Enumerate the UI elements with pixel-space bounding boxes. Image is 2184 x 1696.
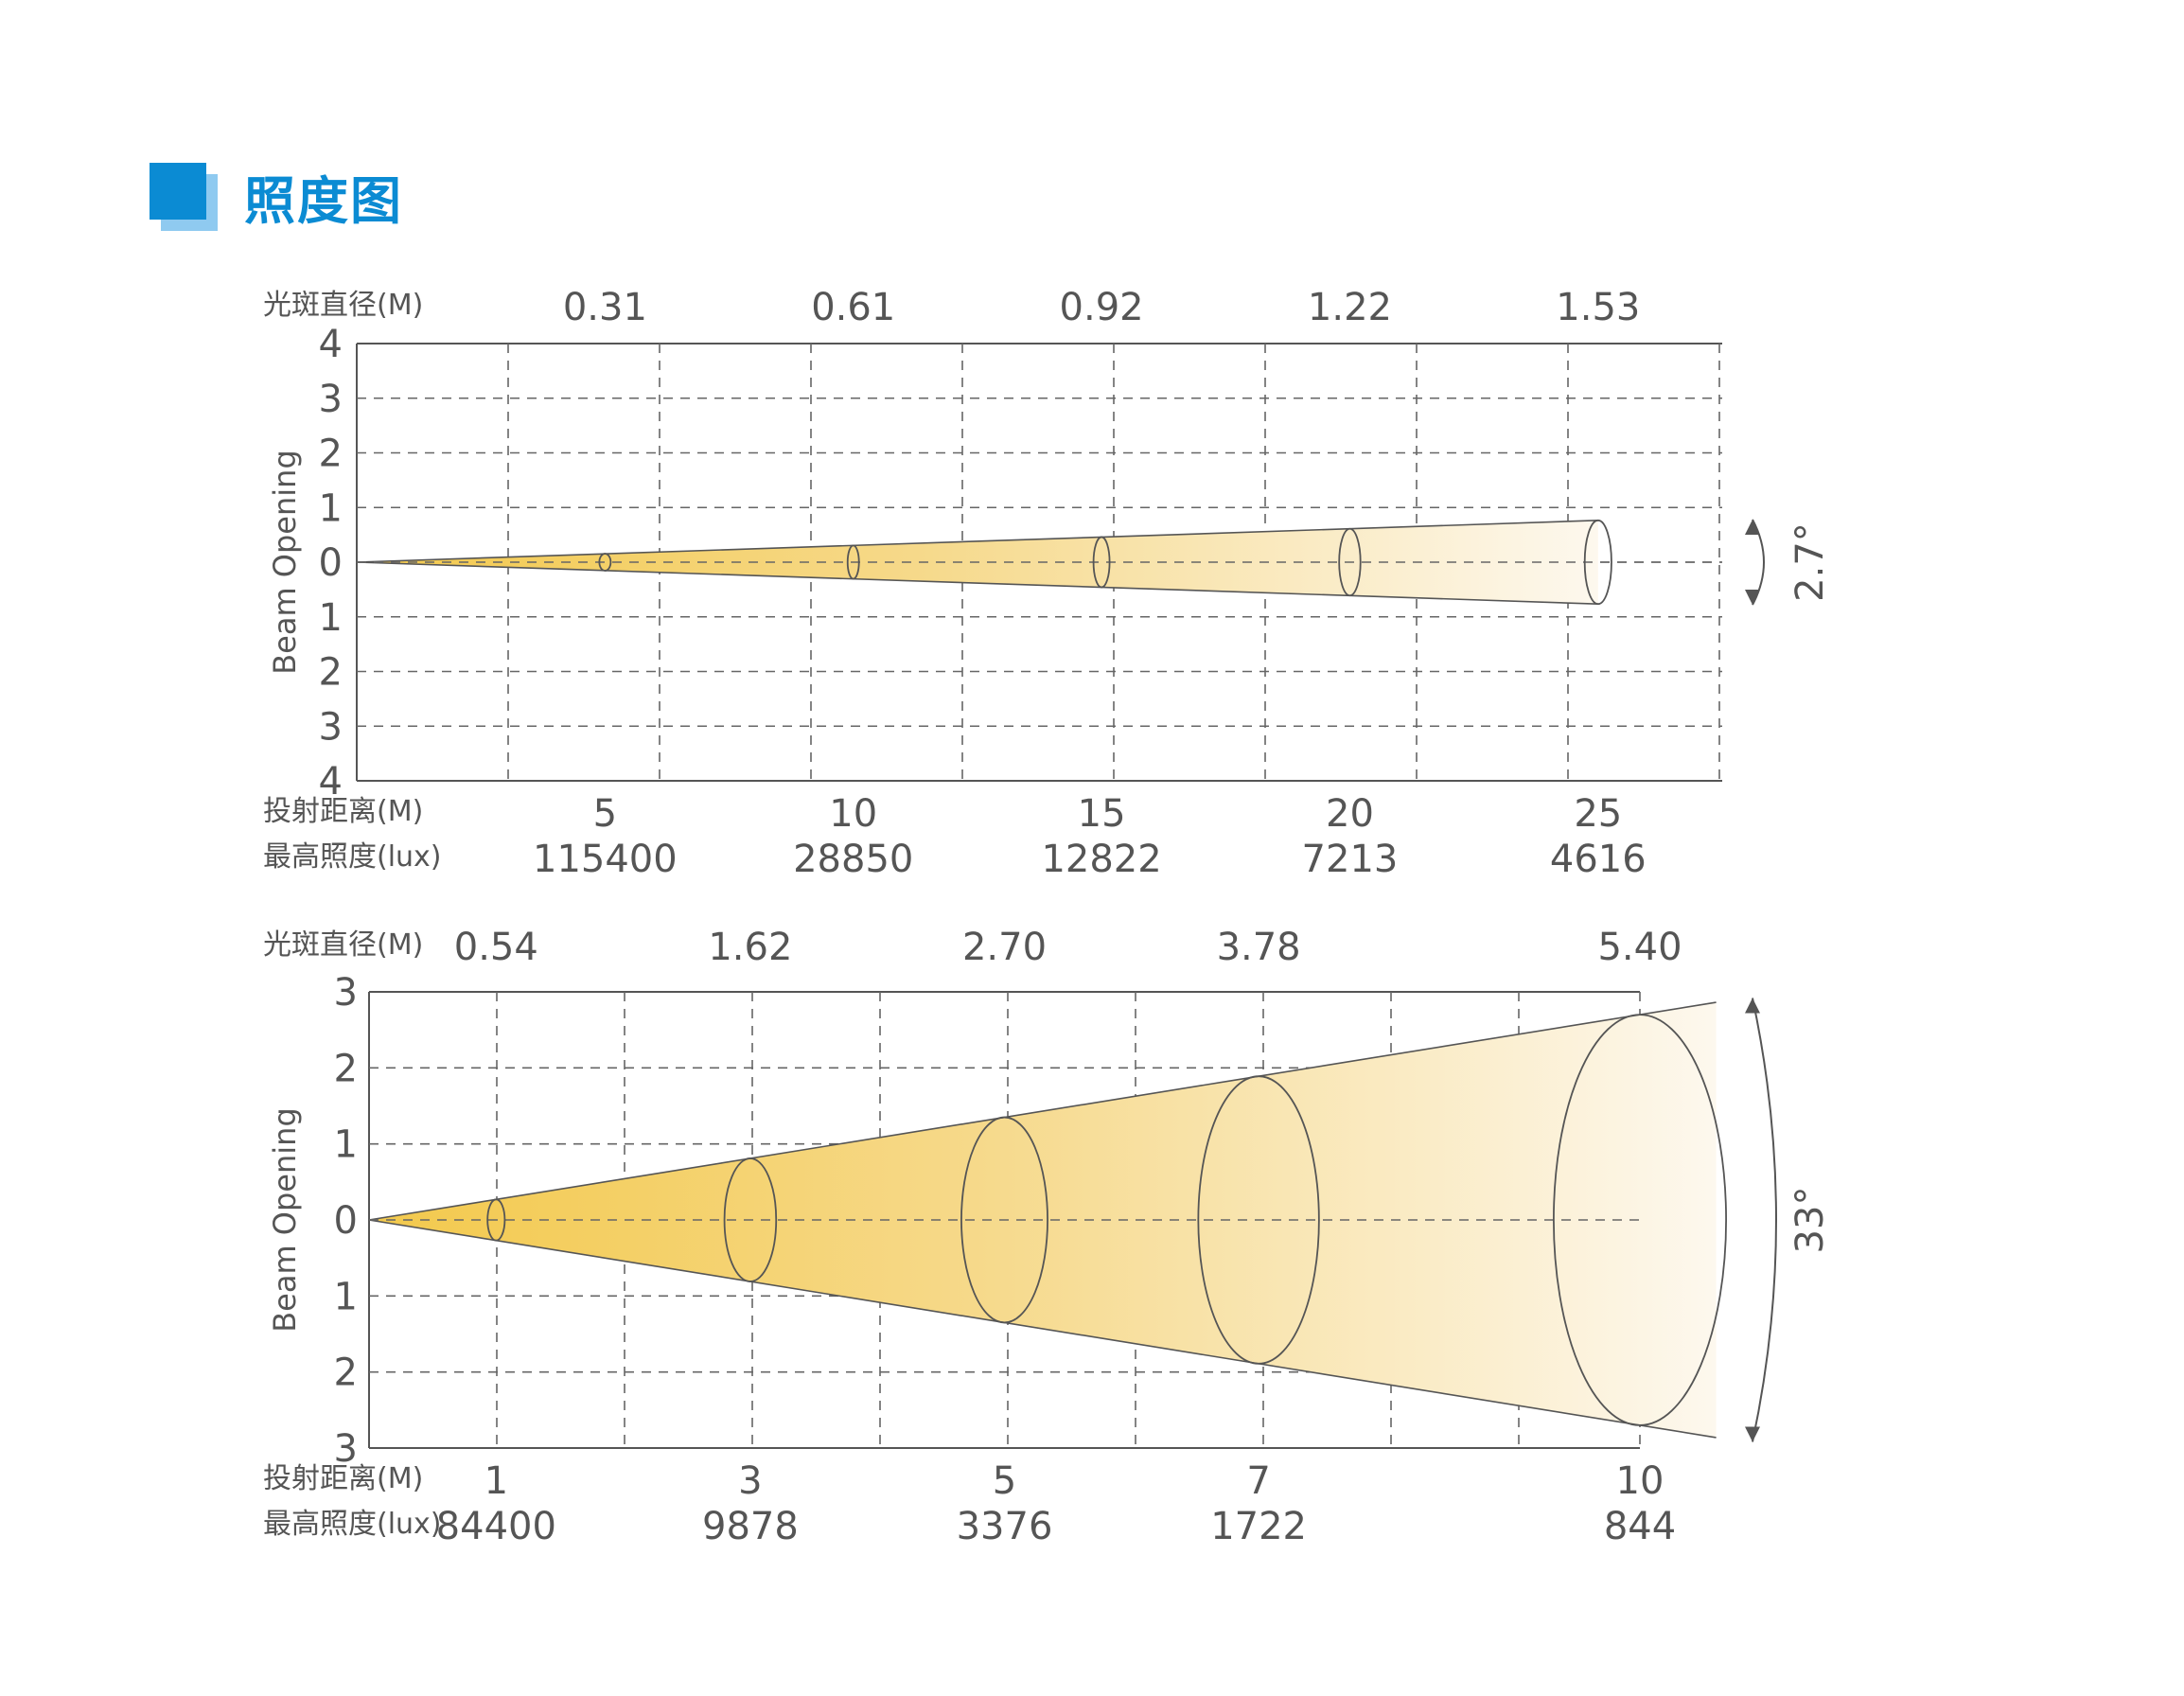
y-tick-label: 2 xyxy=(319,433,343,476)
row-value: 1.22 xyxy=(1308,286,1392,329)
row-value: 0.54 xyxy=(454,926,538,969)
beam-spot-ellipse xyxy=(846,544,860,580)
beam-spot-ellipse xyxy=(1338,527,1362,597)
beam-angle-label: 33° xyxy=(1788,1187,1832,1254)
beam-spot-ellipse xyxy=(1553,1014,1727,1426)
page-title: 照度图 xyxy=(244,171,403,231)
row-value: 28850 xyxy=(793,838,913,881)
row-value: 0.61 xyxy=(811,286,895,329)
beam-spot-ellipse xyxy=(1583,519,1612,606)
row-value: 7 xyxy=(1246,1459,1270,1503)
row-value: 5 xyxy=(993,1459,1016,1503)
row-value: 15 xyxy=(1078,792,1126,836)
row-value: 84400 xyxy=(436,1505,556,1548)
row-value: 4616 xyxy=(1550,838,1647,881)
row-value: 0.92 xyxy=(1060,286,1144,329)
beam-spot-ellipse xyxy=(723,1157,778,1282)
row-value: 12822 xyxy=(1041,838,1161,881)
row-value: 5 xyxy=(593,792,617,836)
beam-spot-ellipse xyxy=(598,553,612,572)
row-label: 光斑直径(M) xyxy=(263,928,423,962)
row-value: 844 xyxy=(1604,1505,1676,1548)
row-value: 3 xyxy=(738,1459,762,1503)
row-value: 1.62 xyxy=(708,926,792,969)
y-tick-label: 1 xyxy=(334,1123,358,1167)
arrowhead-up-icon xyxy=(1745,998,1760,1014)
row-value: 9878 xyxy=(702,1505,799,1548)
row-value: 7213 xyxy=(1302,838,1399,881)
row-label: 最高照度(lux) xyxy=(263,840,442,874)
row-value: 10 xyxy=(829,792,877,836)
beam-edge-lower xyxy=(356,561,1598,605)
arrowhead-down-icon xyxy=(1745,590,1760,606)
y-tick-label: 3 xyxy=(334,1427,358,1471)
row-value: 115400 xyxy=(533,838,678,881)
row-value: 1 xyxy=(484,1459,508,1503)
y-tick-label: 1 xyxy=(319,486,343,530)
y-tick-label: 4 xyxy=(319,323,343,366)
y-tick-label: 2 xyxy=(319,651,343,695)
beam-angle-arc xyxy=(1752,998,1777,1442)
y-tick-label: 3 xyxy=(334,971,358,1015)
beam-edge-upper xyxy=(356,520,1598,563)
row-label: 投射距离(M) xyxy=(263,1462,423,1495)
row-value: 3.78 xyxy=(1217,926,1301,969)
row-value: 20 xyxy=(1326,792,1374,836)
y-tick-label: 3 xyxy=(319,378,343,421)
row-label: 光斑直径(M) xyxy=(263,289,423,322)
beam-edge-upper xyxy=(368,1001,1717,1221)
row-value: 1722 xyxy=(1210,1505,1307,1548)
row-value: 10 xyxy=(1616,1459,1664,1503)
beam-spot-ellipse xyxy=(960,1116,1048,1324)
y-tick-label: 3 xyxy=(319,705,343,749)
y-tick-label: 1 xyxy=(334,1275,358,1318)
y-tick-label: 0 xyxy=(334,1199,358,1243)
row-label: 最高照度(lux) xyxy=(263,1508,442,1541)
row-value: 0.31 xyxy=(563,286,647,329)
beam-spot-ellipse xyxy=(486,1198,506,1242)
beam-spot-ellipse xyxy=(1197,1075,1320,1365)
beam-spot-ellipse xyxy=(1092,536,1111,589)
row-value: 3376 xyxy=(957,1505,1053,1548)
beam-angle-label: 2.7° xyxy=(1788,522,1832,602)
y-tick-label: 1 xyxy=(319,596,343,640)
row-value: 5.40 xyxy=(1597,926,1682,969)
y-tick-label: 2 xyxy=(334,1352,358,1395)
y-tick-label: 4 xyxy=(319,760,343,804)
arrowhead-down-icon xyxy=(1745,1426,1760,1442)
y-tick-label: 0 xyxy=(319,541,343,585)
beam-edge-lower xyxy=(368,1219,1717,1439)
arrowhead-up-icon xyxy=(1745,519,1760,535)
header-square-icon xyxy=(150,163,206,220)
y-tick-label: 2 xyxy=(334,1047,358,1090)
row-label: 投射距离(M) xyxy=(263,795,423,828)
row-value: 1.53 xyxy=(1556,286,1640,329)
y-axis-title: Beam Opening xyxy=(267,1107,303,1333)
row-value: 2.70 xyxy=(962,926,1047,969)
y-axis-title: Beam Opening xyxy=(267,450,303,675)
row-value: 25 xyxy=(1574,792,1622,836)
